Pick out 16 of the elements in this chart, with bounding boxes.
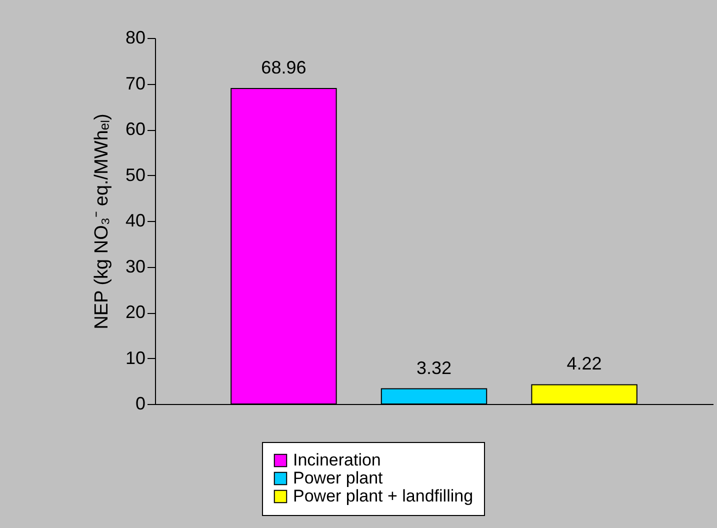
legend-label: Incineration [293, 450, 381, 470]
y-tick-label: 20 [125, 302, 146, 322]
y-tick-label: 0 [135, 394, 146, 414]
data-label: 3.32 [416, 358, 452, 378]
y-tick-label: 70 [125, 73, 146, 94]
y-tick-label: 40 [125, 210, 146, 230]
y-tick-label: 50 [125, 164, 146, 185]
legend-label: Power plant [293, 468, 384, 488]
y-axis-title: NEP (kg NO₃⁻ eq./MWhₑₗ) [91, 114, 112, 330]
y-tick-label: 30 [125, 256, 146, 276]
y-tick-label: 80 [125, 28, 146, 48]
data-label: 68.96 [261, 58, 306, 78]
y-tick-label: 60 [125, 119, 146, 139]
y-tick-label: 10 [125, 348, 146, 368]
data-label: 4.22 [566, 354, 602, 374]
legend-label: Power plant + landfilling [293, 486, 474, 506]
